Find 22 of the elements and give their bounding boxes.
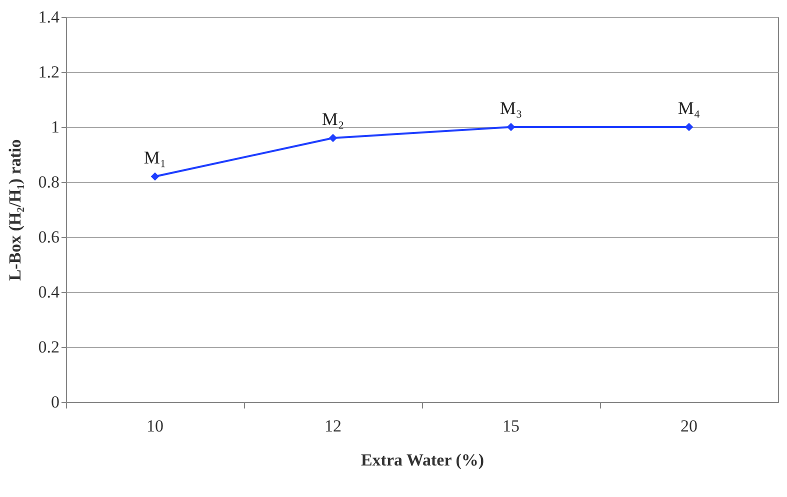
point: [506, 122, 516, 132]
annotation: M₃: [500, 98, 522, 118]
y-tick-label: 1.2: [38, 62, 60, 82]
y-tick-label: 0: [51, 392, 60, 412]
point: [684, 122, 694, 132]
y-tick-label: 1: [51, 118, 60, 136]
y-tick-label: 0.2: [38, 338, 60, 356]
point: [150, 172, 160, 181]
annotation: M₄: [678, 98, 700, 118]
x-tick-label: 15: [502, 416, 520, 436]
x-tick-label: 20: [680, 416, 698, 436]
annotation: M₁: [144, 148, 166, 168]
x-tick-label: 10: [146, 416, 164, 436]
y-tick-label: 1.4: [38, 8, 60, 26]
point: [328, 134, 338, 142]
y-axis-title: L-Box (H₂/H₁) ratio: [5, 139, 24, 281]
x-tick-label: 12: [324, 416, 342, 436]
y-tick-label: 0.8: [38, 172, 60, 192]
annotation: M₂: [322, 109, 344, 129]
y-tick-label: 0.6: [38, 228, 60, 246]
y-tick-label: 0.4: [38, 282, 60, 302]
x-axis-title: Extra Water (%): [360, 450, 484, 470]
